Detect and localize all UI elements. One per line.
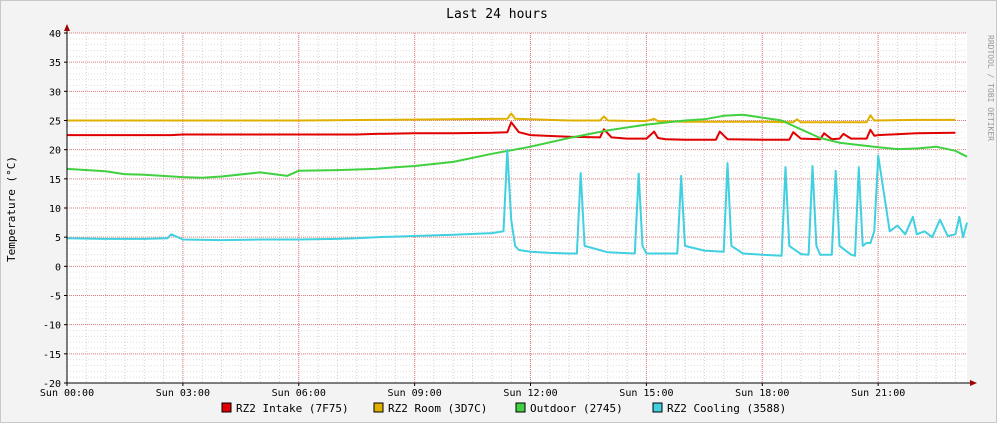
y-tick-label: 0 [55, 262, 61, 273]
y-tick-label: 30 [49, 87, 61, 98]
x-axis-arrow [970, 380, 977, 386]
y-axis-label: Temperature (°C) [5, 156, 18, 262]
y-tick-label: 40 [49, 29, 61, 40]
series-line-2 [67, 112, 956, 124]
grid [66, 32, 967, 384]
watermark: RRDTOOL / TOBI OETIKER [986, 35, 995, 141]
axes [64, 24, 977, 386]
x-tick-label: Sun 15:00 [619, 388, 673, 399]
x-tick-label: Sun 21:00 [851, 388, 905, 399]
x-tick-label: Sun 18:00 [735, 388, 789, 399]
legend-label-1: RZ2 Intake (7F75) [236, 402, 349, 415]
legend-swatch-4 [652, 402, 663, 413]
legend-label-3: Outdoor (2745) [530, 402, 623, 415]
legend-label-2: RZ2 Room (3D7C) [388, 402, 487, 415]
series-lines [66, 112, 968, 257]
series-line-4 [66, 148, 968, 257]
x-tick-label: Sun 09:00 [388, 388, 442, 399]
y-tick-label: 25 [49, 117, 61, 128]
y-tick-label: 35 [49, 58, 61, 69]
chart-title: Last 24 hours [446, 7, 548, 22]
series-line-3 [66, 113, 968, 179]
x-tick-label: Sun 03:00 [156, 388, 210, 399]
series-line-1 [67, 121, 956, 141]
y-tick-label: 5 [55, 233, 61, 244]
y-tick-label: -15 [43, 350, 61, 361]
y-tick-label: 20 [49, 146, 61, 157]
x-axis-ticks: Sun 00:00 Sun 03:00 Sun 06:00 Sun 09:00 Sun … [40, 388, 905, 399]
y-tick-label: -10 [43, 321, 61, 332]
y-axis-ticks: 40 35 30 25 20 15 10 5 0 -5 -10 -15 -20 [43, 29, 61, 390]
x-tick-label: Sun 12:00 [503, 388, 557, 399]
legend-swatch-2 [373, 402, 384, 413]
y-axis-arrow [64, 24, 70, 31]
legend-label-4: RZ2 Cooling (3588) [667, 402, 786, 415]
y-tick-label: -5 [49, 292, 61, 303]
y-tick-label: -20 [43, 379, 61, 390]
x-tick-label: Sun 00:00 [40, 388, 94, 399]
legend-swatch-1 [221, 402, 232, 413]
y-tick-label: 15 [49, 175, 61, 186]
x-tick-label: Sun 06:00 [272, 388, 326, 399]
y-tick-label: 10 [49, 204, 61, 215]
legend-swatch-3 [515, 402, 526, 413]
legend: RZ2 Intake (7F75) RZ2 Room (3D7C) Outdoor … [221, 402, 786, 415]
